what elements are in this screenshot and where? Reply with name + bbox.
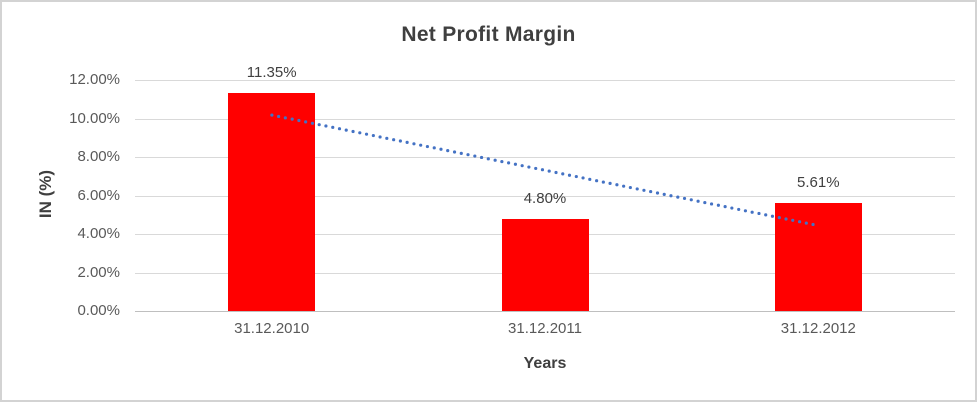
bar-data-label: 4.80% [523,189,567,207]
bar [774,203,862,311]
y-tick-label: 8.00% [77,148,120,165]
x-axis-title: Years [523,355,567,372]
gridline [135,157,955,158]
y-tick-label: 0.00% [77,302,120,319]
y-tick-label: 12.00% [69,71,120,88]
bar-data-label: 11.35% [246,63,297,81]
bar [228,92,316,311]
bar [501,218,589,311]
gridline [135,118,955,120]
y-tick-label: 10.00% [69,109,120,127]
gridline [135,80,955,81]
x-axis-line [135,311,955,312]
y-tick-label: 6.00% [77,186,120,204]
gridline [135,195,955,197]
x-tick-label: 31.12.2010 [234,320,310,337]
chart-title: Net Profit Margin [401,23,576,46]
y-tick-label: 4.00% [77,225,120,242]
bar-data-label: 5.61% [797,174,840,191]
x-tick-label: 31.12.2012 [780,320,856,337]
y-tick-label: 2.00% [77,263,120,281]
x-tick-label: 31.12.2011 [508,320,582,337]
